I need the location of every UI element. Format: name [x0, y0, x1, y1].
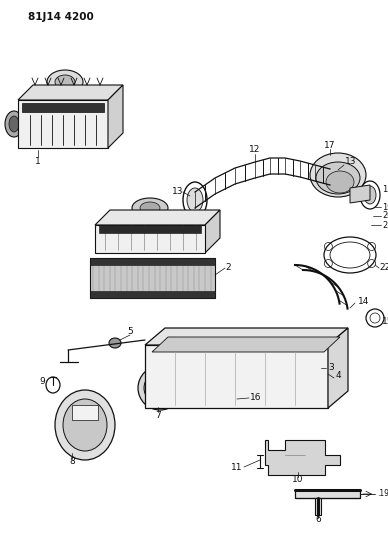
- Bar: [295, 490, 360, 498]
- Text: 6: 6: [315, 515, 321, 524]
- Ellipse shape: [9, 116, 19, 132]
- Text: 12: 12: [249, 146, 261, 155]
- Polygon shape: [145, 345, 328, 408]
- Text: 4: 4: [336, 372, 341, 381]
- Ellipse shape: [326, 171, 354, 193]
- Ellipse shape: [5, 111, 23, 137]
- Ellipse shape: [55, 390, 115, 460]
- Polygon shape: [90, 258, 215, 265]
- Text: 8: 8: [69, 457, 75, 466]
- Text: 1: 1: [35, 157, 41, 166]
- Text: 20: 20: [382, 212, 388, 221]
- Polygon shape: [145, 328, 348, 345]
- Ellipse shape: [105, 118, 119, 138]
- Polygon shape: [22, 103, 104, 112]
- Ellipse shape: [109, 338, 121, 348]
- Ellipse shape: [47, 70, 83, 94]
- Polygon shape: [265, 440, 340, 475]
- Polygon shape: [95, 210, 220, 225]
- Text: 15: 15: [382, 318, 388, 327]
- Text: 19: 19: [382, 203, 388, 212]
- Text: 18: 18: [382, 185, 388, 195]
- Polygon shape: [90, 258, 215, 298]
- Text: 22: 22: [379, 263, 388, 272]
- Ellipse shape: [326, 166, 338, 188]
- Ellipse shape: [55, 75, 75, 89]
- Polygon shape: [108, 85, 123, 148]
- Text: 7: 7: [155, 410, 161, 419]
- Text: 21: 21: [382, 221, 388, 230]
- Polygon shape: [72, 405, 98, 420]
- Polygon shape: [18, 100, 108, 148]
- Polygon shape: [328, 328, 348, 408]
- Ellipse shape: [144, 372, 176, 404]
- Text: 9: 9: [39, 377, 45, 386]
- Ellipse shape: [310, 153, 366, 197]
- Ellipse shape: [132, 198, 168, 218]
- Text: 16: 16: [250, 393, 262, 402]
- Polygon shape: [152, 337, 340, 352]
- Ellipse shape: [138, 366, 182, 410]
- Text: 13: 13: [172, 188, 184, 197]
- Polygon shape: [205, 210, 220, 253]
- Ellipse shape: [187, 188, 203, 212]
- Text: 17: 17: [324, 141, 336, 149]
- Text: 13: 13: [345, 157, 357, 166]
- Text: 81J14 4200: 81J14 4200: [28, 12, 94, 22]
- Text: 3: 3: [328, 364, 334, 373]
- Text: 2: 2: [225, 263, 230, 272]
- Ellipse shape: [316, 162, 360, 194]
- Polygon shape: [99, 225, 201, 233]
- Text: 14: 14: [358, 297, 369, 306]
- Ellipse shape: [151, 379, 169, 397]
- Text: 11: 11: [230, 463, 242, 472]
- Polygon shape: [90, 291, 215, 298]
- Ellipse shape: [364, 186, 376, 204]
- Text: 10: 10: [292, 475, 304, 484]
- Text: .19": .19": [377, 489, 388, 498]
- Ellipse shape: [140, 202, 160, 214]
- Text: 5: 5: [127, 327, 133, 336]
- Polygon shape: [18, 85, 123, 100]
- Polygon shape: [350, 185, 370, 203]
- Bar: [315, 498, 321, 515]
- Ellipse shape: [63, 399, 107, 451]
- Polygon shape: [95, 225, 205, 253]
